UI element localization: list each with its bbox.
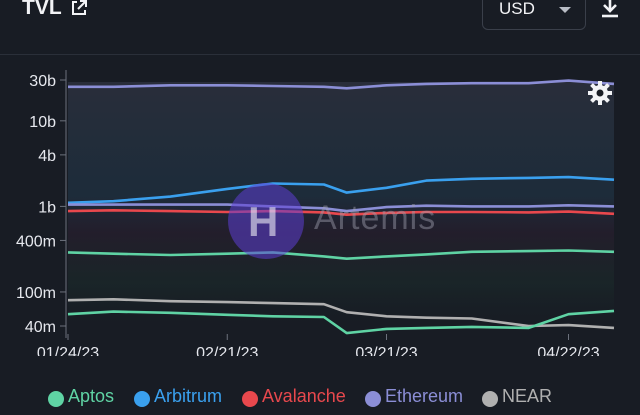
series-line-ethereum[interactable] (68, 79, 615, 90)
y-tick-label: 4b (38, 148, 56, 165)
legend-dot-ethereum (365, 391, 381, 407)
series-line-near[interactable] (67, 297, 615, 330)
y-tick-label: 100m (16, 285, 56, 302)
legend-dot-near (482, 391, 498, 407)
y-tick-label: 400m (16, 233, 56, 250)
legend-dot-arbitrum (134, 391, 150, 407)
chart-header: TVL USD (0, 0, 640, 40)
download-icon[interactable] (599, 0, 621, 20)
currency-value: USD (499, 0, 535, 18)
legend-label-near: NEAR (502, 386, 553, 406)
chart-title: TVL (22, 0, 62, 19)
gear-icon[interactable] (587, 80, 613, 106)
tvl-line-chart: 30b 10b 4b 1b 400m 100m 40m 01/24/23 02/21/23 03… (16, 70, 615, 356)
series-line-avalanche[interactable] (67, 209, 615, 216)
series-line-ethereum[interactable] (68, 203, 615, 213)
plot-background-band (68, 82, 614, 334)
x-tick-label: 03/21/23 (355, 345, 417, 356)
chart-legend: Aptos Arbitrum Avalanche Ethereum NEAR (0, 386, 640, 412)
legend-label-avalanche: Avalanche (262, 386, 346, 406)
y-tick-label: 30b (29, 73, 56, 90)
x-tick-label: 02/21/23 (196, 345, 258, 356)
chevron-down-icon (559, 7, 571, 13)
watermark-text: Artemis (314, 199, 437, 237)
y-tick-label: 1b (38, 199, 56, 216)
legend-dot-aptos (48, 391, 64, 407)
series-line-aptos[interactable] (67, 249, 615, 261)
x-tick-label: 04/22/23 (537, 345, 599, 356)
watermark-logo-glyph: H (248, 198, 279, 245)
legend-label-aptos: Aptos (68, 386, 115, 406)
y-tick-label: 40m (25, 319, 56, 336)
currency-select[interactable]: USD (482, 0, 586, 30)
external-link-icon[interactable] (70, 0, 88, 17)
x-tick-label: 01/24/23 (37, 345, 99, 356)
header-divider (0, 54, 640, 55)
artemis-watermark: H Artemis (228, 183, 458, 263)
y-tick-label: 10b (29, 114, 56, 131)
series-line-arbitrum[interactable] (67, 175, 615, 205)
watermark-logo (228, 183, 304, 259)
legend-dot-avalanche (242, 391, 258, 407)
legend-label-ethereum: Ethereum (385, 386, 464, 406)
series-line-aptos[interactable] (67, 309, 615, 335)
legend-label-arbitrum: Arbitrum (154, 386, 223, 406)
